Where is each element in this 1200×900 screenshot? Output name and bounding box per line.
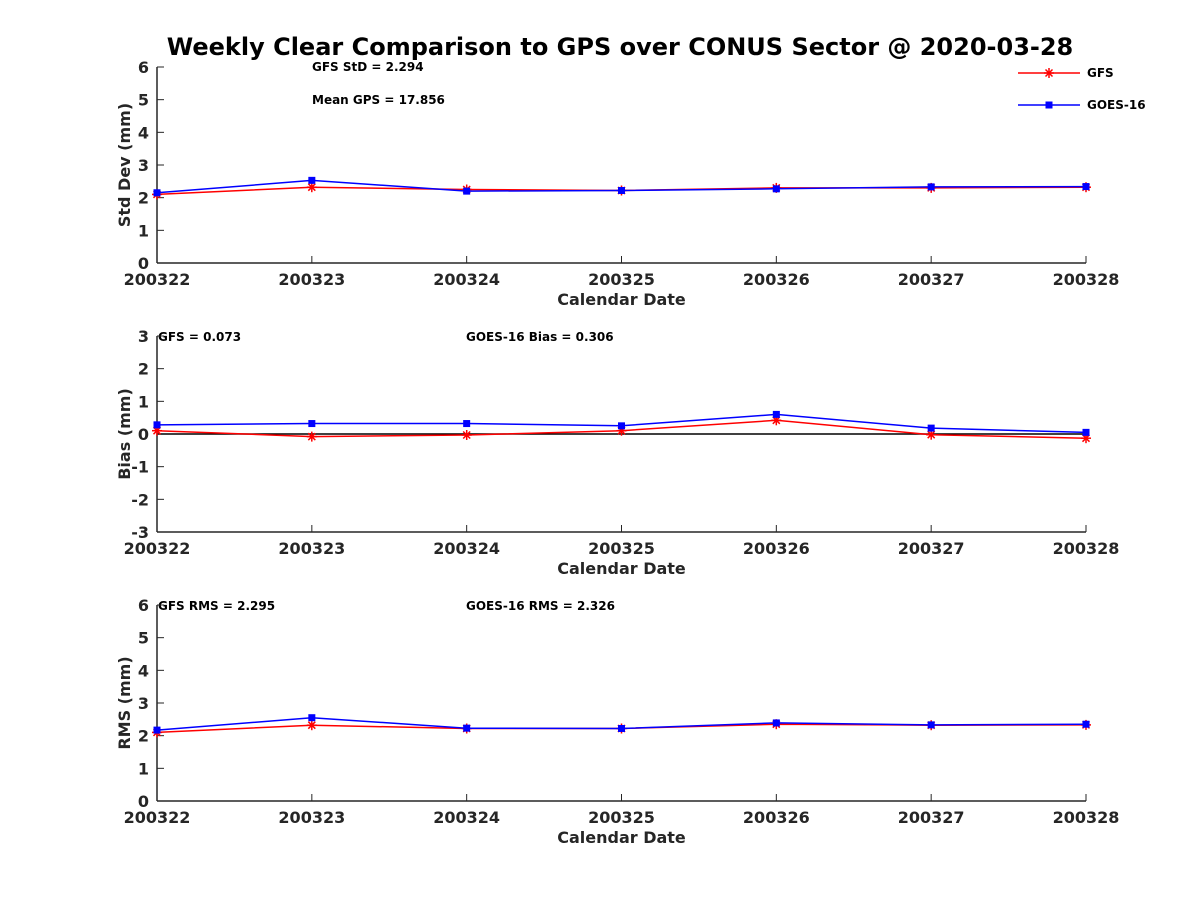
x-tick-label: 200326: [743, 808, 810, 827]
x-tick-label: 200328: [1053, 270, 1120, 289]
x-axis-title: Calendar Date: [557, 290, 686, 309]
data-point-goes16: [153, 726, 161, 734]
data-point-goes16: [772, 719, 780, 727]
data-point-goes16: [772, 410, 780, 418]
x-axis-title: Calendar Date: [557, 559, 686, 578]
x-tick-label: 200322: [124, 808, 191, 827]
annotation-gfs-rms: GFS RMS = 2.295: [158, 599, 275, 613]
data-point-goes16: [618, 422, 625, 430]
data-point-goes16: [927, 424, 935, 432]
data-point-gfs: [306, 182, 317, 193]
data-point-gfs: [306, 720, 317, 731]
x-tick-label: 200328: [1053, 539, 1120, 558]
y-tick-label: 1: [138, 392, 149, 411]
y-tick-label: 3: [138, 327, 149, 346]
annotation-goes16-bias: GOES-16 Bias = 0.306: [466, 330, 614, 344]
data-point-goes16: [618, 186, 625, 194]
x-tick-label: 200324: [433, 808, 500, 827]
y-tick-label: 4: [138, 661, 149, 680]
y-axis-title: RMS (mm): [115, 656, 134, 749]
rms-panel: GFS RMS = 2.295 GOES-16 RMS = 2.326 0 1 2 3…: [115, 596, 1119, 847]
y-tick-label: -1: [131, 458, 149, 477]
y-tick-label: 2: [138, 727, 149, 746]
x-tick-label: 200322: [124, 270, 191, 289]
y-tick-label: 5: [138, 91, 149, 110]
legend-marker-gfs: [1044, 68, 1054, 78]
x-tick-label: 200326: [743, 539, 810, 558]
data-point-goes16: [463, 187, 471, 195]
data-point-goes16: [153, 189, 161, 197]
x-tick-label: 200323: [278, 808, 345, 827]
legend-label-goes16: GOES-16: [1087, 98, 1146, 112]
data-point-goes16: [1082, 720, 1090, 728]
data-point-goes16: [1082, 183, 1090, 191]
y-tick-label: 2: [138, 360, 149, 379]
y-tick-label: 0: [138, 425, 149, 444]
bias-panel: GFS = 0.073 GOES-16 Bias = 0.306 -3 -2 -1 0…: [115, 327, 1119, 578]
x-tick-label: 200323: [278, 270, 345, 289]
data-point-goes16: [927, 183, 935, 191]
data-point-goes16: [308, 714, 316, 722]
data-point-gfs: [306, 431, 317, 442]
y-tick-label: -3: [131, 523, 149, 542]
legend: GFS GOES-16: [1018, 66, 1146, 112]
data-point-goes16: [1082, 428, 1090, 436]
y-tick-label: 3: [138, 156, 149, 175]
x-tick-label: 200324: [433, 270, 500, 289]
annotation-goes16-rms: GOES-16 RMS = 2.326: [466, 599, 615, 613]
y-tick-label: 5: [138, 629, 149, 648]
data-point-gfs: [461, 430, 472, 440]
x-tick-label: 200327: [898, 270, 965, 289]
x-tick-label: 200325: [588, 808, 655, 827]
annotation-gfs-std: GFS StD = 2.294: [312, 60, 424, 74]
y-tick-label: 4: [138, 123, 149, 142]
x-tick-label: 200324: [433, 539, 500, 558]
std-dev-panel: GFS StD = 2.294 Mean GPS = 17.856 0 1 2 3 4 5…: [115, 58, 1119, 309]
annotation-gfs-bias: GFS = 0.073: [158, 330, 241, 344]
data-point-goes16: [772, 185, 780, 193]
data-point-goes16: [618, 724, 625, 732]
x-axis-title: Calendar Date: [557, 828, 686, 847]
data-point-goes16: [308, 420, 316, 428]
x-tick-label: 200327: [898, 808, 965, 827]
data-point-goes16: [308, 176, 316, 184]
y-tick-label: 1: [138, 759, 149, 778]
y-tick-label: 1: [138, 221, 149, 240]
y-tick-label: 0: [138, 254, 149, 273]
x-tick-label: 200322: [124, 539, 191, 558]
x-tick-label: 200323: [278, 539, 345, 558]
annotation-mean-gps: Mean GPS = 17.856: [312, 93, 445, 107]
data-point-goes16: [463, 724, 471, 732]
data-point-goes16: [927, 721, 935, 729]
chart-title: Weekly Clear Comparison to GPS over CONU…: [167, 33, 1074, 61]
x-tick-label: 200327: [898, 539, 965, 558]
legend-marker-goes16: [1045, 101, 1053, 109]
x-tick-label: 200325: [588, 270, 655, 289]
data-point-goes16: [463, 420, 471, 428]
y-axis-title: Std Dev (mm): [115, 103, 134, 227]
x-tick-label: 200326: [743, 270, 810, 289]
y-tick-label: 6: [138, 58, 149, 77]
x-tick-label: 200328: [1053, 808, 1120, 827]
y-tick-label: 3: [138, 694, 149, 713]
y-tick-label: 2: [138, 189, 149, 208]
legend-label-gfs: GFS: [1087, 66, 1114, 80]
y-tick-label: -2: [131, 490, 149, 509]
y-tick-label: 6: [138, 596, 149, 615]
x-tick-label: 200325: [588, 539, 655, 558]
data-point-goes16: [153, 421, 161, 429]
y-tick-label: 0: [138, 792, 149, 811]
y-axis-title: Bias (mm): [115, 388, 134, 480]
